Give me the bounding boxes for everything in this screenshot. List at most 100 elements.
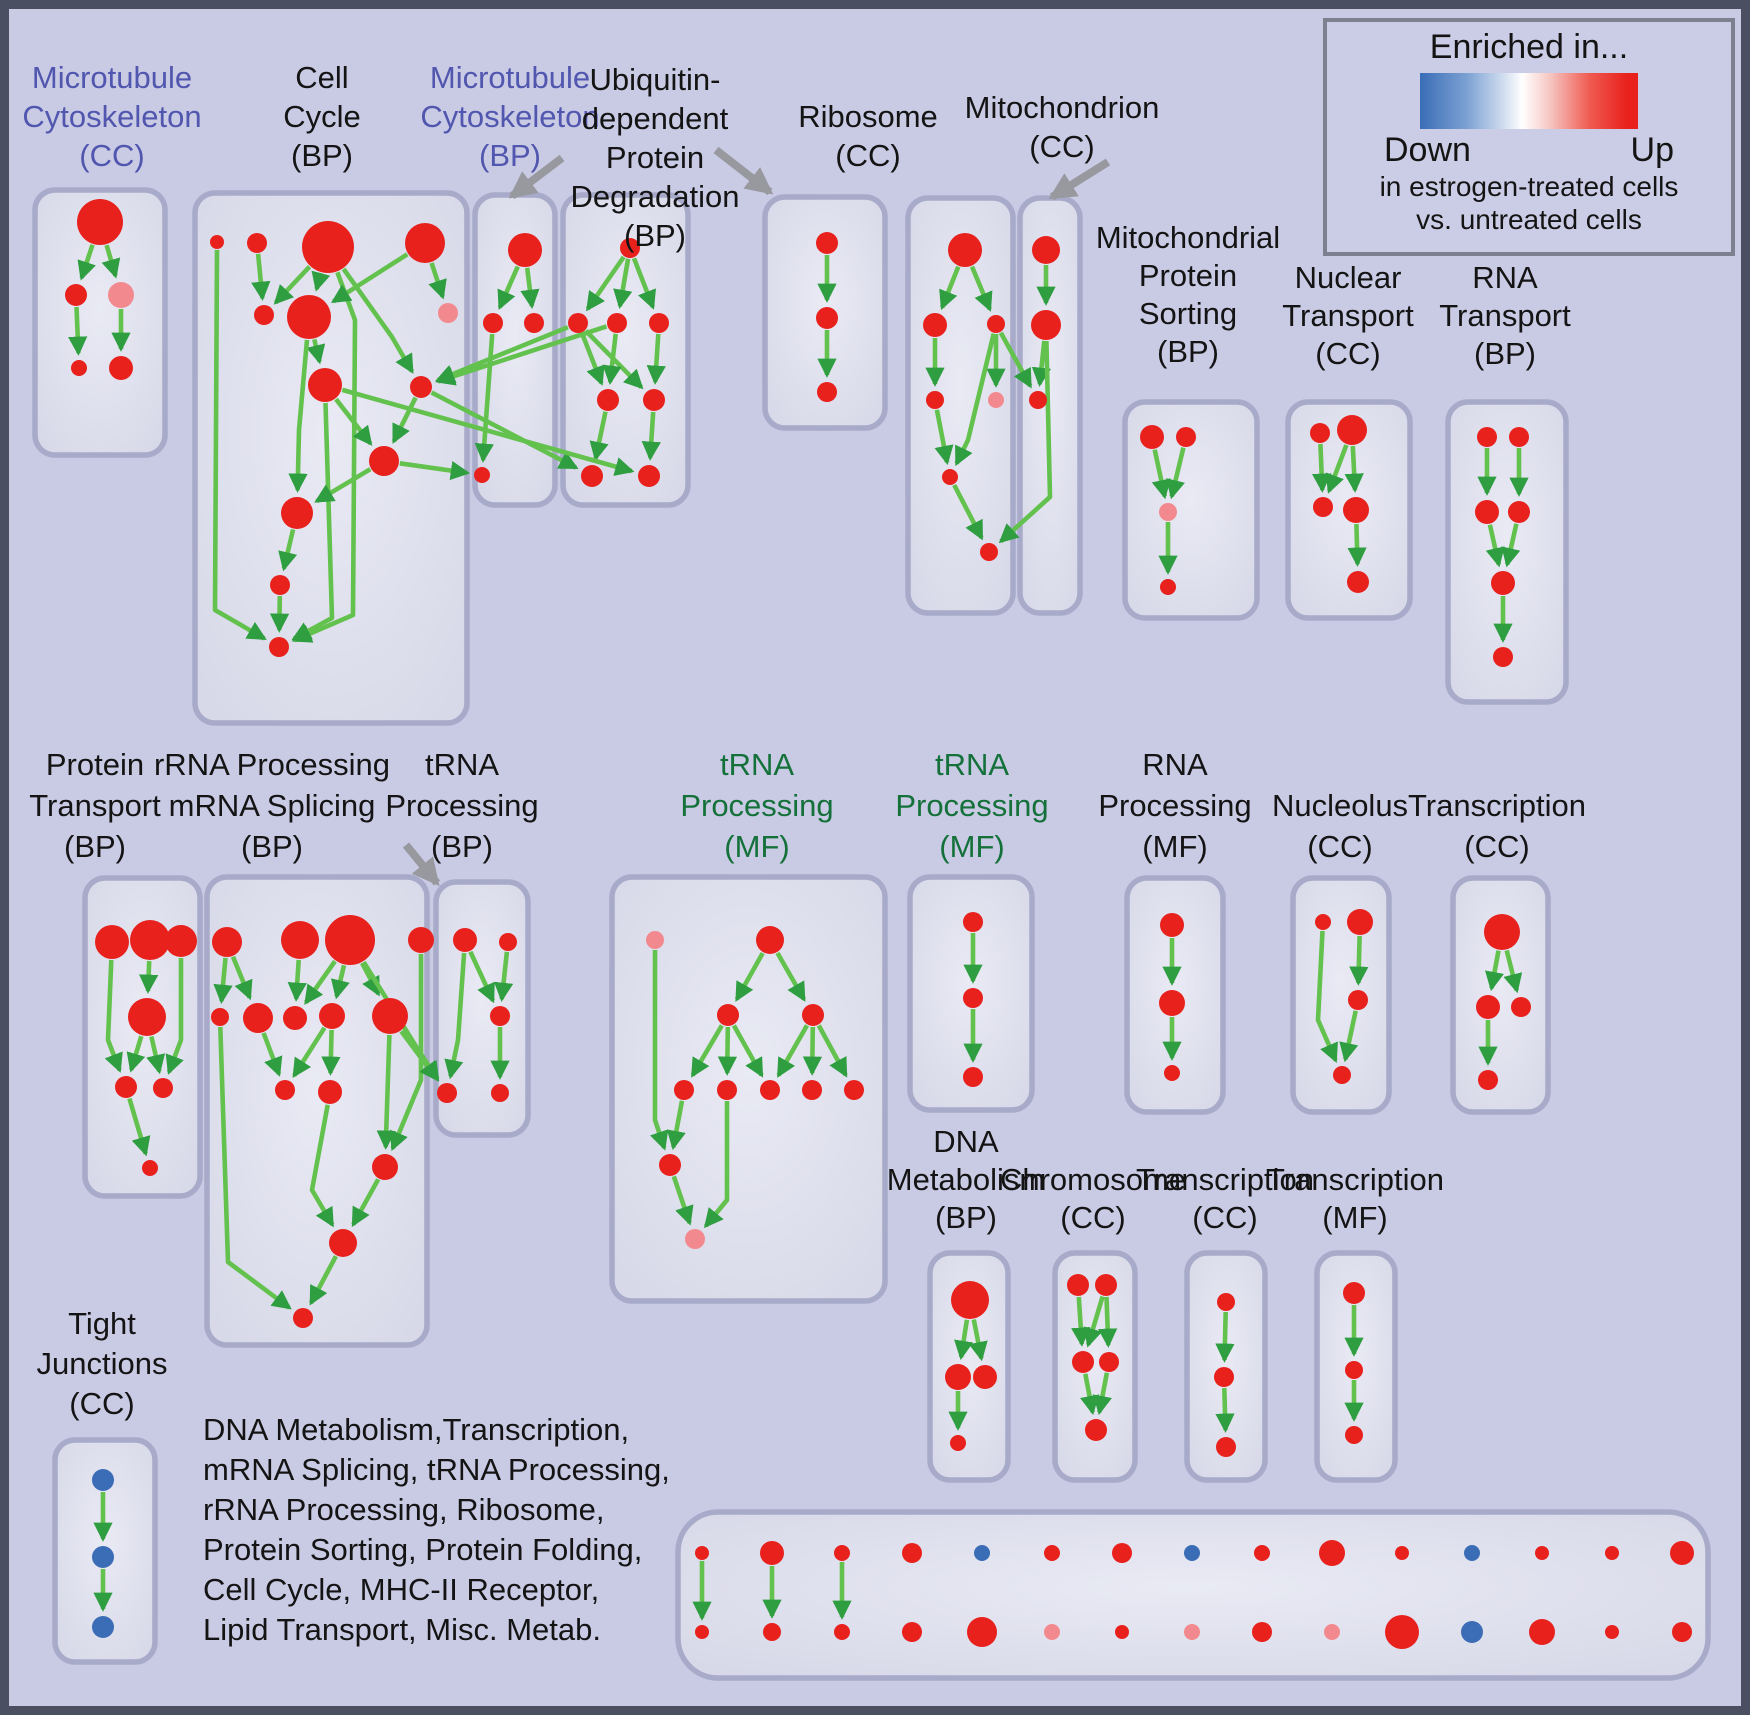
cluster-label-mitochondrial-protein-sorting-bp: Sorting xyxy=(1139,296,1237,331)
go-term-node xyxy=(165,925,197,957)
cluster-box-transcription-cc-bottom xyxy=(1184,1250,1268,1483)
go-term-node xyxy=(834,1624,850,1640)
edge-cell-cycle-bp xyxy=(278,528,298,572)
label-pointer-arrow xyxy=(402,842,441,887)
cluster-label-trna-processing-bp: (BP) xyxy=(431,829,493,864)
cross-edge xyxy=(998,340,1053,544)
edge-trna-processing-mf-large xyxy=(649,950,669,1151)
label-pointer-arrow xyxy=(713,146,774,196)
go-term-node xyxy=(1508,501,1530,523)
go-term-node xyxy=(247,233,267,253)
misc-text-line: DNA Metabolism,Transcription, xyxy=(203,1412,630,1447)
go-term-node xyxy=(453,928,477,952)
go-term-node xyxy=(372,998,408,1034)
edge-dna-metabolism-bp xyxy=(954,1319,974,1361)
cross-edge xyxy=(341,387,635,476)
edge-trna-processing-mf-large xyxy=(731,1024,764,1078)
cross-edge xyxy=(430,390,579,470)
cluster-label-transcription-cc-bottom: (CC) xyxy=(1192,1200,1257,1235)
go-term-node xyxy=(973,1365,997,1389)
cross-edge xyxy=(361,960,440,1082)
edge-nucleolus-cc xyxy=(1315,930,1338,1063)
go-term-node xyxy=(1140,425,1164,449)
misc-categories-text: DNA Metabolism,Transcription, mRNA Splic… xyxy=(203,1410,670,1650)
go-term-node xyxy=(281,497,313,529)
go-term-node xyxy=(756,926,784,954)
edge-ubiquitin-dependent-protein-degradation-bp xyxy=(579,332,605,386)
cluster-label-microtubule-cytoskeleton-bp: Microtubule xyxy=(430,60,590,95)
edge-cell-cycle-bp xyxy=(341,267,414,374)
go-term-node xyxy=(945,1364,971,1390)
go-term-node xyxy=(980,543,998,561)
edge-rrna-processing-mrna-splicing-bp xyxy=(218,1026,292,1310)
go-term-node xyxy=(988,392,1004,408)
go-term-node xyxy=(1319,1540,1345,1566)
edge-microtubule-cytoskeleton-bp xyxy=(520,267,540,309)
cluster-label-mitochondrion-cc: (CC) xyxy=(1029,129,1094,164)
go-term-node xyxy=(1491,571,1515,595)
go-term-node xyxy=(581,465,603,487)
go-term-node xyxy=(1072,1351,1094,1373)
go-term-node xyxy=(963,988,983,1008)
go-term-node xyxy=(281,921,319,959)
cluster-label-tight-junctions-cc: Junctions xyxy=(37,1346,168,1381)
edge-trna-processing-mf-large xyxy=(666,1100,686,1151)
edge-protein-transport-bp xyxy=(165,958,184,1075)
edge-rna-transport-bp xyxy=(1501,523,1521,568)
go-term-node xyxy=(1347,571,1369,593)
cluster-label-chromosome-cc: Chromosome xyxy=(1000,1162,1186,1197)
go-term-node xyxy=(1184,1545,1200,1561)
edge-chromosome-cc xyxy=(1083,1295,1105,1348)
go-term-node xyxy=(437,1083,457,1103)
go-term-node xyxy=(1176,427,1196,447)
cluster-box-nucleolus-cc xyxy=(1290,875,1392,1115)
go-term-node xyxy=(816,232,838,254)
cluster-label-transcription-cc-bottom: Transcription xyxy=(1136,1162,1314,1197)
legend-caption-line2: vs. untreated cells xyxy=(1416,204,1642,235)
edge-rrna-processing-mrna-splicing-bp xyxy=(321,1029,341,1076)
go-term-node xyxy=(130,920,170,960)
edge-mitochondrial-protein-sorting-bp xyxy=(1166,447,1186,500)
label-pointer-arrow xyxy=(1048,158,1111,201)
edge-ribosome-cc xyxy=(969,265,993,312)
cluster-label-rrna-processing-mrna-splicing-bp: (BP) xyxy=(241,829,303,864)
cluster-label-cell-cycle-bp: Cell xyxy=(295,60,348,95)
cluster-box-microtubule-cytoskeleton-cc xyxy=(32,187,168,458)
misc-text-line: rRNA Processing, Ribosome, xyxy=(203,1492,605,1527)
go-term-node xyxy=(491,1084,509,1102)
cluster-box-transcription-cc-mid xyxy=(1450,875,1551,1115)
edge-transcription-cc-bottom xyxy=(1215,1387,1235,1433)
go-term-node xyxy=(1343,1282,1365,1304)
cross-edge xyxy=(998,331,1033,389)
cluster-label-microtubule-cytoskeleton-cc: Cytoskeleton xyxy=(22,99,201,134)
legend: Enriched in... Down Up in estrogen-treat… xyxy=(1323,18,1735,256)
cluster-label-trna-processing-mf-small: tRNA xyxy=(935,747,1009,782)
go-term-node xyxy=(211,1008,229,1026)
go-term-node xyxy=(1337,415,1367,445)
go-term-node xyxy=(1044,1624,1060,1640)
cluster-label-transcription-mf: Transcription xyxy=(1266,1162,1444,1197)
go-term-node xyxy=(1345,1426,1363,1444)
go-term-node xyxy=(695,1546,709,1560)
cluster-label-microtubule-cytoskeleton-cc: Microtubule xyxy=(32,60,192,95)
edge-nuclear-transport-cc xyxy=(1325,444,1349,494)
cluster-label-nucleolus-cc: Nucleolus xyxy=(1272,788,1408,823)
edge-cell-cycle-bp xyxy=(288,339,310,493)
edge-rrna-processing-mrna-splicing-bp xyxy=(261,1032,283,1077)
cluster-box-chromosome-cc xyxy=(1052,1250,1138,1483)
go-term-node xyxy=(474,467,490,483)
cluster-label-ubiquitin-dependent-protein-degradation-bp: Ubiquitin- xyxy=(590,62,721,97)
edge-microtubule-cytoskeleton-cc xyxy=(101,244,121,279)
go-term-node xyxy=(302,221,354,273)
cluster-box-misc-categories-group xyxy=(675,1509,1711,1681)
go-term-node xyxy=(834,1545,850,1561)
go-term-node xyxy=(318,1080,342,1104)
go-term-node xyxy=(490,1006,510,1026)
cluster-label-ribosome-cc: (CC) xyxy=(835,138,900,173)
cluster-label-trna-processing-bp: Processing xyxy=(385,788,538,823)
legend-caption-line1: in estrogen-treated cells xyxy=(1379,171,1679,202)
edge-mitochondrial-protein-sorting-bp xyxy=(1151,449,1171,500)
edge-trna-processing-mf-large xyxy=(703,1101,730,1229)
go-term-node xyxy=(1478,1070,1498,1090)
edge-ubiquitin-dependent-protein-degradation-bp xyxy=(589,411,609,462)
